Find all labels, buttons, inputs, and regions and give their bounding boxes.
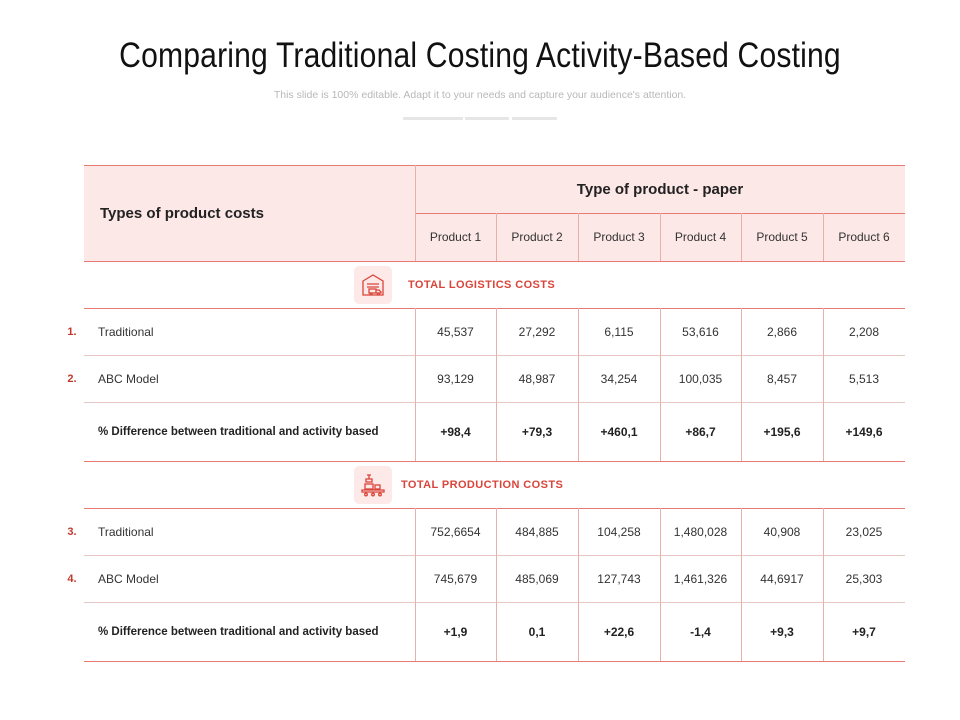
column-divider bbox=[741, 213, 742, 261]
table-cell: 752,6654 bbox=[430, 524, 481, 539]
corner-header: Types of product costs bbox=[100, 204, 264, 222]
product-header: Product 5 bbox=[756, 230, 808, 244]
column-divider bbox=[823, 308, 824, 461]
difference-cell: +1,9 bbox=[443, 624, 468, 639]
section-label: TOTAL LOGISTICS COSTS bbox=[408, 279, 556, 291]
product-header: Product 2 bbox=[511, 230, 563, 244]
column-divider bbox=[823, 508, 824, 661]
column-divider bbox=[578, 213, 579, 261]
table-cell: 40,908 bbox=[763, 524, 801, 539]
table-cell: 53,616 bbox=[682, 324, 719, 339]
difference-cell: 0,1 bbox=[528, 624, 546, 639]
row-number: 2. bbox=[67, 372, 77, 385]
table-cell: 1,461,326 bbox=[673, 571, 728, 586]
table-cell: 6,115 bbox=[604, 324, 634, 339]
table-cell: 127,743 bbox=[597, 571, 641, 586]
column-divider bbox=[496, 213, 497, 261]
column-divider bbox=[660, 213, 661, 261]
difference-cell: +149,6 bbox=[845, 424, 883, 439]
table-cell: 34,254 bbox=[600, 371, 638, 386]
product-header: Product 4 bbox=[674, 230, 727, 244]
row-label: ABC Model bbox=[98, 571, 159, 586]
table-rule bbox=[84, 402, 905, 403]
section-label: TOTAL PRODUCTION COSTS bbox=[401, 479, 564, 491]
table-cell: 25,303 bbox=[845, 571, 883, 586]
difference-cell: +9,3 bbox=[770, 624, 794, 639]
column-divider bbox=[578, 508, 579, 661]
table-cell: 745,679 bbox=[433, 571, 478, 586]
slide-title: Comparing Traditional Costing Activity-B… bbox=[119, 36, 841, 75]
table-cell: 45,537 bbox=[437, 324, 474, 339]
table-cell: 44,6917 bbox=[760, 571, 804, 586]
column-divider bbox=[415, 508, 416, 661]
column-divider bbox=[660, 308, 661, 461]
row-number: 4. bbox=[67, 572, 77, 585]
difference-cell: +195,6 bbox=[763, 424, 801, 439]
decorative-bar bbox=[465, 117, 509, 120]
table-cell: 23,025 bbox=[845, 524, 883, 539]
column-divider bbox=[660, 508, 661, 661]
difference-cell: +86,7 bbox=[685, 424, 716, 439]
row-number: 1. bbox=[67, 325, 77, 338]
table-rule bbox=[84, 308, 905, 309]
column-divider bbox=[741, 508, 742, 661]
table-rule bbox=[84, 602, 905, 603]
column-divider bbox=[823, 213, 824, 261]
table-cell: 2,866 bbox=[766, 324, 798, 339]
table-cell: 8,457 bbox=[766, 371, 798, 386]
difference-cell: +98,4 bbox=[440, 424, 471, 439]
difference-cell: -1,4 bbox=[690, 624, 711, 639]
product-header: Product 1 bbox=[429, 230, 482, 244]
table-rule bbox=[84, 661, 905, 662]
slide-subtitle: This slide is 100% editable. Adapt it to… bbox=[273, 89, 687, 101]
decorative-bar bbox=[512, 117, 557, 120]
column-divider bbox=[415, 308, 416, 461]
group-header: Type of product - paper bbox=[576, 180, 744, 198]
table-cell: 48,987 bbox=[518, 371, 556, 386]
table-cell: 5,513 bbox=[848, 371, 880, 386]
difference-cell: +9,7 bbox=[852, 624, 876, 639]
difference-cell: +460,1 bbox=[600, 424, 638, 439]
table-cell: 93,129 bbox=[437, 371, 474, 386]
row-label: ABC Model bbox=[98, 371, 159, 386]
row-label: Traditional bbox=[98, 324, 154, 339]
truck-warehouse-icon bbox=[354, 266, 392, 304]
row-label: Traditional bbox=[98, 524, 154, 539]
column-divider bbox=[741, 308, 742, 461]
section-header-logistics: TOTAL LOGISTICS COSTS bbox=[354, 266, 555, 304]
section-header-production: TOTAL PRODUCTION COSTS bbox=[354, 466, 563, 504]
table-cell: 484,885 bbox=[515, 524, 559, 539]
production-line-icon bbox=[354, 466, 392, 504]
product-header: Product 6 bbox=[838, 230, 890, 244]
table-cell: 2,208 bbox=[848, 324, 880, 339]
product-header: Product 3 bbox=[593, 230, 645, 244]
column-divider bbox=[578, 308, 579, 461]
row-number: 3. bbox=[67, 525, 77, 538]
table-cell: 1,480,028 bbox=[673, 524, 728, 539]
difference-cell: +79,3 bbox=[521, 424, 553, 439]
difference-label: % Difference between traditional and act… bbox=[98, 625, 379, 638]
table-cell: 27,292 bbox=[518, 324, 556, 339]
difference-cell: +22,6 bbox=[603, 624, 635, 639]
table-rule bbox=[84, 355, 905, 356]
table-cell: 100,035 bbox=[678, 371, 723, 386]
column-divider bbox=[496, 508, 497, 661]
table-rule bbox=[84, 165, 905, 166]
difference-label: % Difference between traditional and act… bbox=[98, 425, 379, 438]
table-cell: 104,258 bbox=[597, 524, 641, 539]
table-rule bbox=[84, 461, 905, 462]
column-divider bbox=[496, 308, 497, 461]
decorative-bar bbox=[403, 117, 463, 120]
table-rule bbox=[84, 508, 905, 509]
table-cell: 485,069 bbox=[515, 571, 559, 586]
table-rule bbox=[84, 555, 905, 556]
column-divider bbox=[415, 165, 416, 261]
table-rule bbox=[84, 261, 905, 262]
